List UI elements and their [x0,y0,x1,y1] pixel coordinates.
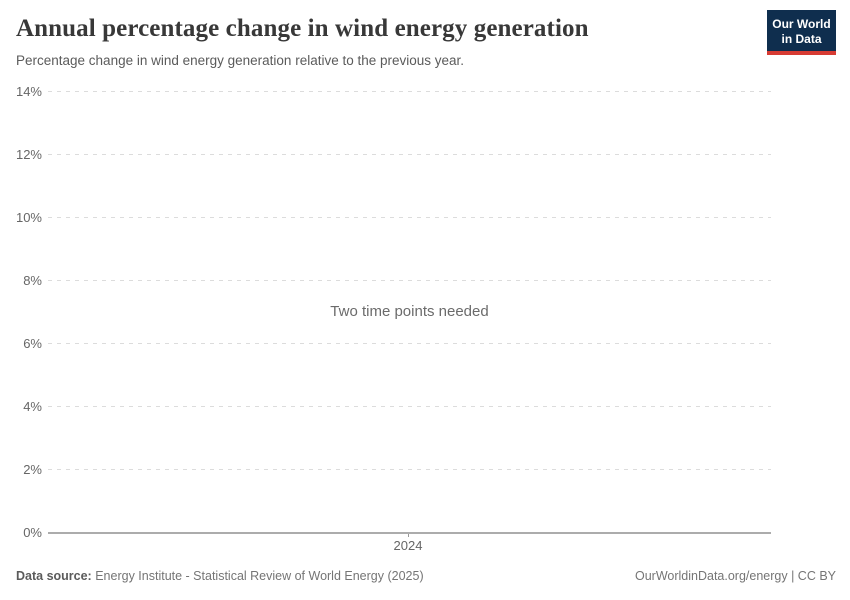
y-axis-tick-label: 0% [23,525,42,540]
gridline-2% [48,469,771,470]
datasource-text: Data source: Energy Institute - Statisti… [16,569,424,583]
gridline-10% [48,217,771,218]
empty-state-message: Two time points needed [330,303,489,320]
y-axis-tick-label: 10% [15,210,42,225]
chart-subtitle: Percentage change in wind energy generat… [16,53,465,68]
gridline-6% [48,343,771,344]
x-axis-tick-label: 2024 [393,538,423,553]
y-axis-tick-label: 2% [23,462,42,477]
y-axis-tick-label: 8% [23,273,42,288]
y-axis-tick-label: 14% [15,84,42,99]
chart-title: Annual percentage change in wind energy … [16,15,589,42]
gridline-8% [48,280,771,281]
gridline-4% [48,406,771,407]
datasource-value: Energy Institute - Statistical Review of… [95,569,424,583]
datasource-label: Data source: [16,569,92,583]
owid-logo-line1: Our World [772,17,831,31]
footer: Data source: Energy Institute - Statisti… [16,569,836,583]
y-axis-tick-label: 12% [15,147,42,162]
gridline-12% [48,154,771,155]
owid-logo-line2: in Data [781,32,822,46]
y-axis-tick-label: 4% [23,399,42,414]
owid-logo: Our World in Data [767,10,836,55]
gridline-0% [48,532,771,534]
gridline-14% [48,91,771,92]
rights-text[interactable]: OurWorldinData.org/energy | CC BY [634,569,836,583]
x-axis-tick-mark [408,532,409,537]
y-axis-tick-label: 6% [23,336,42,351]
